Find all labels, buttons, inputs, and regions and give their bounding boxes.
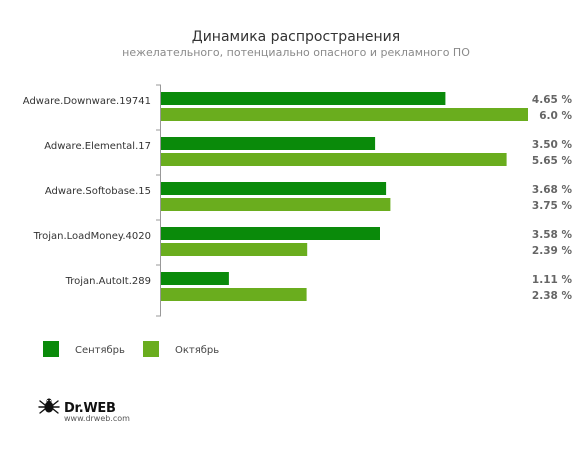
legend-swatch <box>43 341 59 357</box>
category-label: Adware.Softobase.15 <box>45 186 151 197</box>
y-axis: Adware.Downware.19741 Adware.Elemental.17… <box>23 84 161 317</box>
category-label: Trojan.LoadMoney.4020 <box>33 231 151 242</box>
data-label: 3.50 % <box>532 139 573 151</box>
category-label: Trojan.AutoIt.289 <box>65 276 151 287</box>
data-label: 4.65 % <box>532 94 573 106</box>
brand-logo: Dr.WEB <box>38 397 116 419</box>
data-label: 6.0 % <box>539 110 572 122</box>
bar-october <box>161 153 507 166</box>
bar-september <box>161 272 229 285</box>
category-label: Adware.Downware.19741 <box>23 96 151 107</box>
bar-october <box>161 288 307 301</box>
chart-title: Динамика распространения <box>192 29 400 45</box>
bar-september <box>161 137 376 150</box>
category-label: Adware.Elemental.17 <box>44 141 151 152</box>
data-label: 2.39 % <box>532 245 573 257</box>
bar-september <box>161 92 446 105</box>
bar-september <box>161 182 387 195</box>
data-label: 5.65 % <box>532 155 573 167</box>
bars: 4.65 % 6.0 % 3.50 % 5.65 % 3.68 % 3.75 % 3.58 … <box>161 92 572 302</box>
bar-september <box>161 227 380 240</box>
bar-october <box>161 108 528 121</box>
legend-label: Сентябрь <box>75 345 125 356</box>
data-label: 1.11 % <box>532 274 573 286</box>
legend-label: Октябрь <box>175 345 219 356</box>
bar-october <box>161 243 308 256</box>
bar-october <box>161 198 391 211</box>
chart-subtitle: нежелательного, потенциально опасного и … <box>122 46 470 59</box>
legend-swatch <box>143 341 159 357</box>
brand-url: www.drweb.com <box>64 414 130 423</box>
data-label: 3.58 % <box>532 229 573 241</box>
legend: Сентябрь Октябрь <box>43 341 219 357</box>
data-label: 3.75 % <box>532 200 573 212</box>
brand-name: Dr.WEB <box>64 400 116 416</box>
data-label: 3.68 % <box>532 184 573 196</box>
spider-icon <box>38 397 60 419</box>
data-label: 2.38 % <box>532 290 573 302</box>
